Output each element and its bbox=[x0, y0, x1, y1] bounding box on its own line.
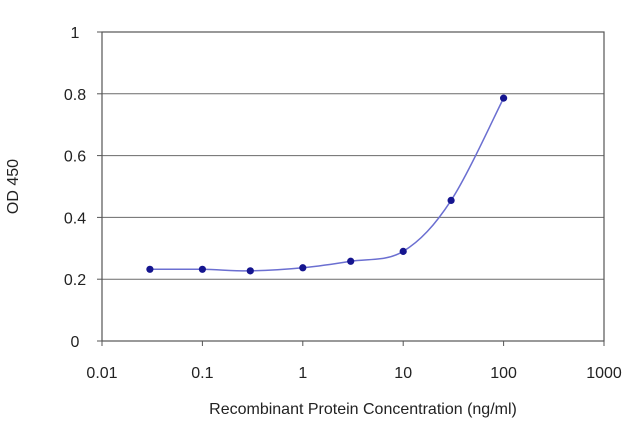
y-tick-label: 0.8 bbox=[64, 87, 86, 104]
y-tick-label: 0.4 bbox=[64, 210, 86, 227]
x-tick-label: 1 bbox=[298, 365, 307, 382]
x-axis-title: Recombinant Protein Concentration (ng/ml… bbox=[209, 401, 517, 418]
plot-frame bbox=[101, 31, 605, 342]
data-point bbox=[347, 257, 355, 265]
data-point bbox=[447, 196, 455, 205]
series-line bbox=[149, 97, 505, 272]
y-tick-label: 1 bbox=[71, 25, 80, 42]
x-tick-label: 0.1 bbox=[191, 365, 213, 382]
tick-layer: 0 0.2 0.4 0.6 0.8 1 0.01 0.1 1 10 100 1000 bbox=[64, 25, 622, 382]
data-point bbox=[146, 265, 154, 273]
y-tick-label: 0.6 bbox=[64, 149, 86, 166]
data-point bbox=[246, 267, 254, 275]
y-tick-label: 0.2 bbox=[64, 272, 86, 289]
data-point bbox=[299, 264, 307, 272]
x-tick-label: 0.01 bbox=[86, 365, 117, 382]
data-point bbox=[198, 265, 206, 273]
x-tick-label: 100 bbox=[490, 365, 517, 382]
data-point bbox=[500, 94, 508, 102]
y-axis-title: OD 450 bbox=[5, 159, 22, 214]
data-point bbox=[399, 247, 407, 255]
x-tick-label: 10 bbox=[394, 365, 412, 382]
series-layer bbox=[146, 94, 508, 275]
y-tick-label: 0 bbox=[71, 334, 80, 351]
x-tick-label: 1000 bbox=[586, 365, 622, 382]
grid-layer bbox=[102, 93, 604, 280]
